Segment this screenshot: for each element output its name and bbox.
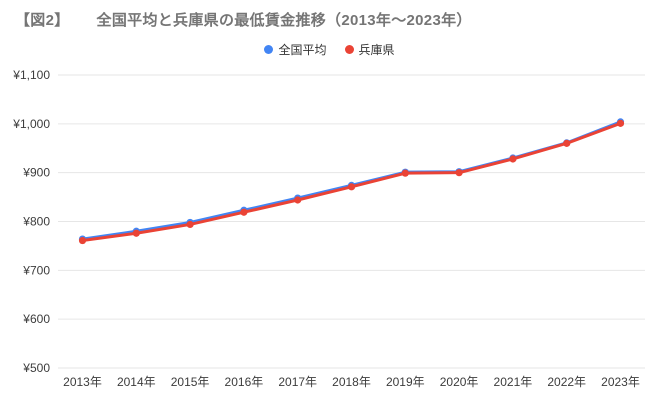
chart-title: 【図2】 全国平均と兵庫県の最低賃金推移（2013年～2023年） <box>15 9 472 30</box>
y-tick-label: ¥1,100 <box>12 68 50 82</box>
data-point-series-1 <box>616 119 625 127</box>
data-point-series-1 <box>455 169 463 177</box>
legend-label-hyogo: 兵庫県 <box>358 43 395 57</box>
x-tick-label: 2016年 <box>225 375 264 389</box>
x-tick-label: 2018年 <box>332 375 371 389</box>
y-tick-label: ¥600 <box>22 312 50 326</box>
x-tick-label: 2023年 <box>601 375 640 389</box>
data-point-series-1 <box>78 236 87 245</box>
data-point-series-1 <box>240 208 248 216</box>
chart-title-text: 全国平均と兵庫県の最低賃金推移（2013年～2023年） <box>96 12 472 29</box>
chart-title-prefix: 【図2】 <box>15 12 70 29</box>
legend-dot-national-average-icon <box>264 45 274 54</box>
legend-item-hyogo: 兵庫県 <box>344 41 395 58</box>
y-tick-label: ¥500 <box>22 361 50 375</box>
y-tick-label: ¥700 <box>22 263 50 277</box>
data-point-series-1 <box>563 139 571 147</box>
legend-item-national-average: 全国平均 <box>264 41 327 58</box>
data-point-series-1 <box>186 220 194 229</box>
x-tick-label: 2020年 <box>440 375 479 389</box>
data-point-series-1 <box>132 229 140 237</box>
x-tick-label: 2021年 <box>494 375 533 389</box>
line-chart: ¥500 ¥600 ¥700 ¥800 ¥900 ¥1,000 ¥1,100 2013年 201… <box>12 68 645 389</box>
data-point-series-1 <box>294 196 302 204</box>
x-tick-label: 2013年 <box>63 375 102 389</box>
x-tick-label: 2019年 <box>386 375 425 389</box>
data-point-series-1 <box>401 169 409 177</box>
y-tick-label: ¥800 <box>22 215 50 229</box>
data-point-series-1 <box>347 183 356 191</box>
legend-dot-hyogo-icon <box>344 45 354 54</box>
data-point-series-1 <box>509 155 517 163</box>
x-tick-label: 2017年 <box>278 375 317 389</box>
legend-label-national-average: 全国平均 <box>278 43 327 57</box>
x-tick-label: 2022年 <box>547 375 586 389</box>
x-tick-label: 2015年 <box>171 375 210 389</box>
y-tick-label: ¥900 <box>22 166 50 180</box>
y-tick-label: ¥1,000 <box>12 117 50 131</box>
x-tick-label: 2014年 <box>117 375 156 389</box>
chart-legend: 全国平均 兵庫県 <box>0 41 659 58</box>
